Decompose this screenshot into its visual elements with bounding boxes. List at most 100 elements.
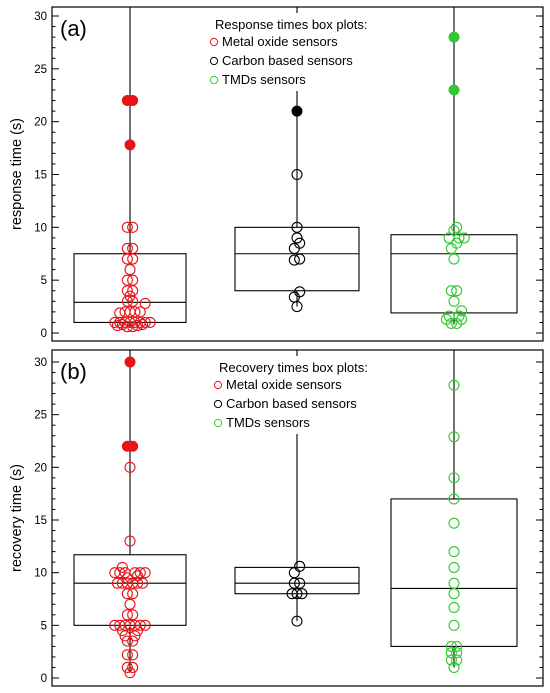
data-point	[136, 318, 149, 331]
data-point	[116, 625, 128, 637]
data-point	[124, 667, 136, 679]
legend-marker	[213, 418, 223, 428]
y-tick-label: 20	[34, 117, 47, 129]
box	[234, 566, 360, 595]
data-point	[127, 649, 139, 661]
data-point	[451, 237, 463, 249]
y-tick-label: 30	[34, 357, 47, 369]
data-point	[127, 221, 139, 233]
data-point	[127, 609, 139, 621]
data-point	[451, 221, 463, 233]
y-tick-label: 10	[34, 222, 47, 234]
box	[234, 226, 360, 292]
data-point	[448, 601, 460, 613]
data-point	[144, 316, 156, 328]
data-point	[448, 561, 460, 573]
data-point	[448, 431, 460, 443]
data-point	[139, 619, 151, 631]
data-point	[291, 221, 303, 233]
legend-background	[205, 356, 385, 434]
y-tick-label: 25	[34, 410, 47, 422]
data-point	[121, 221, 133, 233]
legend-entry: Carbon based sensors	[226, 396, 357, 411]
series-0	[73, 350, 187, 679]
series-2	[390, 350, 518, 674]
data-point	[124, 535, 136, 547]
data-point	[288, 291, 300, 303]
data-point	[288, 242, 300, 255]
y-tick-label: 5	[41, 620, 47, 632]
data-point	[448, 493, 460, 505]
panel-b: 0 5 10 15 20 25 30 recovery time (s) (b) Recovery…	[9, 349, 544, 687]
data-point	[121, 274, 133, 286]
y-tick-label: 0	[41, 673, 47, 685]
data-point	[116, 561, 128, 573]
legend-marker	[209, 37, 219, 47]
data-point	[288, 567, 300, 579]
legend-entry: Metal oxide sensors	[226, 377, 342, 392]
data-point	[445, 285, 457, 297]
y-tick-label: 0	[41, 328, 47, 340]
y-tick-label: 30	[34, 11, 47, 23]
data-point	[445, 654, 457, 666]
legend-entry: TMDs sensors	[222, 72, 306, 87]
data-point	[448, 661, 460, 674]
data-point	[453, 310, 465, 322]
data-point	[448, 224, 460, 237]
data-point	[456, 305, 468, 317]
data-point	[121, 649, 133, 661]
data-point	[448, 379, 460, 391]
legend-title: Recovery times box plots:	[219, 360, 368, 375]
data-point	[132, 625, 144, 637]
box	[390, 498, 518, 647]
data-point	[448, 472, 460, 484]
data-point	[294, 560, 306, 572]
data-point	[291, 232, 303, 244]
data-point	[445, 242, 457, 255]
y-tick-label: 25	[34, 64, 47, 76]
data-point	[121, 253, 133, 265]
outlier-point	[448, 31, 460, 43]
y-tick-label: 15	[34, 515, 47, 527]
data-point	[124, 598, 136, 610]
data-point	[121, 572, 133, 584]
y-tick-label: 15	[34, 170, 47, 182]
data-point	[127, 242, 139, 255]
panel-label: (a)	[60, 16, 87, 41]
legend-title: Response times box plots:	[215, 17, 367, 32]
data-point	[121, 609, 133, 621]
data-point	[134, 619, 146, 631]
data-point	[294, 577, 306, 589]
legend-entry: TMDs sensors	[226, 415, 310, 430]
data-point	[448, 546, 460, 558]
data-point	[124, 264, 136, 276]
outlier-point	[291, 105, 303, 117]
data-point	[296, 588, 308, 600]
data-point	[124, 290, 136, 302]
data-point	[139, 316, 151, 328]
legend-marker	[209, 75, 219, 85]
data-point	[127, 661, 139, 674]
data-point	[448, 517, 460, 529]
data-point	[445, 640, 457, 652]
data-point	[132, 577, 144, 589]
data-point	[448, 588, 460, 600]
data-point	[451, 654, 463, 666]
data-point	[124, 461, 136, 473]
data-point	[456, 313, 468, 325]
legend-background	[201, 13, 381, 91]
data-point	[121, 242, 133, 255]
series-1	[234, 350, 360, 627]
data-point	[294, 286, 306, 298]
legend-entry: Carbon based sensors	[222, 53, 353, 68]
data-point	[121, 295, 133, 307]
data-point	[121, 285, 133, 297]
data-point	[139, 297, 151, 309]
data-point	[448, 253, 460, 265]
outlier-point	[127, 95, 139, 107]
data-point	[288, 254, 300, 266]
outlier-point	[124, 139, 136, 151]
y-tick-label: 10	[34, 568, 47, 580]
data-point	[291, 615, 303, 627]
